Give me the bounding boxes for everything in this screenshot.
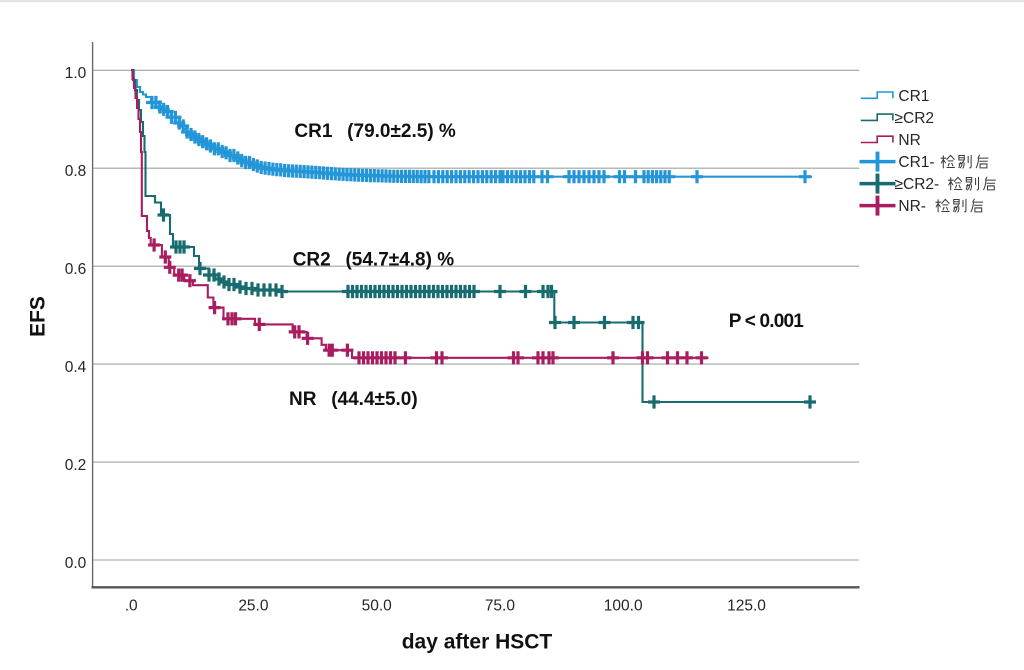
svg-text:0.6: 0.6 xyxy=(65,261,87,278)
svg-text:NR (44.4±5.0): NR (44.4±5.0) xyxy=(289,389,418,410)
svg-text:NR-: NR- xyxy=(898,198,926,215)
svg-text:0.8: 0.8 xyxy=(65,163,87,180)
svg-text:EFS: EFS xyxy=(27,296,50,337)
svg-text:≥CR2-: ≥CR2- xyxy=(895,176,940,193)
svg-text:CR2 (54.7±4.8) %: CR2 (54.7±4.8) % xyxy=(293,249,455,270)
svg-text:25.0: 25.0 xyxy=(238,598,269,615)
svg-text:100.0: 100.0 xyxy=(604,598,643,615)
svg-text:0.0: 0.0 xyxy=(65,555,87,572)
svg-text:0.2: 0.2 xyxy=(65,457,87,474)
svg-text:CR1 (79.0±2.5) %: CR1 (79.0±2.5) % xyxy=(294,121,456,142)
svg-text:day after HSCT: day after HSCT xyxy=(402,631,553,654)
svg-text:P < 0.001: P < 0.001 xyxy=(729,311,805,332)
svg-text:≥CR2: ≥CR2 xyxy=(895,110,935,127)
svg-text:125.0: 125.0 xyxy=(727,598,766,615)
svg-text:CR1-: CR1- xyxy=(898,154,934,171)
svg-text:.0: .0 xyxy=(125,598,138,615)
svg-text:1.0: 1.0 xyxy=(65,65,87,82)
svg-text:75.0: 75.0 xyxy=(485,598,516,615)
svg-text:0.4: 0.4 xyxy=(65,359,87,376)
svg-text:CR1: CR1 xyxy=(898,88,929,105)
svg-text:50.0: 50.0 xyxy=(362,598,393,615)
svg-text:NR: NR xyxy=(898,132,920,149)
